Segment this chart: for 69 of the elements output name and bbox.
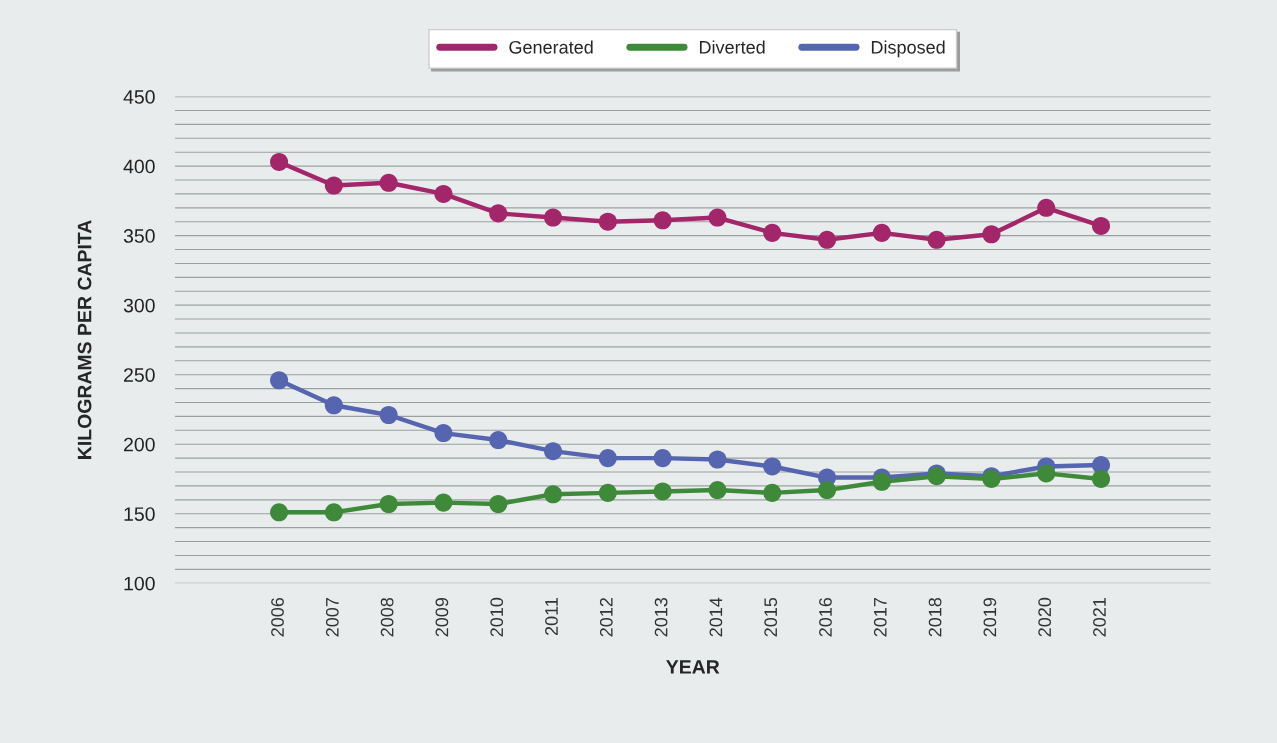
point xyxy=(544,485,563,504)
point xyxy=(598,449,617,468)
point xyxy=(1037,464,1056,483)
x-tick-label: 2013 xyxy=(654,597,668,637)
x-tick-label: 2019 xyxy=(983,598,997,637)
point xyxy=(379,405,398,425)
y-tick-label: 150 xyxy=(124,507,155,521)
point xyxy=(270,503,289,522)
point xyxy=(708,208,727,227)
point xyxy=(708,481,727,500)
y-tick-label: 450 xyxy=(123,90,155,104)
point xyxy=(1091,216,1111,235)
point xyxy=(872,223,891,242)
x-axis-title: YEAR xyxy=(666,660,720,674)
point xyxy=(270,371,289,390)
y-tick-label: 400 xyxy=(123,159,155,174)
y-tick-label: 100 xyxy=(124,576,155,591)
point xyxy=(598,212,617,231)
legend-label: Generated xyxy=(509,40,593,54)
point xyxy=(1037,198,1056,217)
point xyxy=(872,472,891,491)
point xyxy=(489,431,508,450)
point xyxy=(434,184,453,203)
point xyxy=(653,482,672,501)
point xyxy=(379,494,398,514)
point xyxy=(324,396,343,415)
x-tick-label: 2007 xyxy=(325,598,339,637)
x-tick-label: 2011 xyxy=(545,598,558,636)
x-tick-label: 2020 xyxy=(1038,597,1052,637)
point xyxy=(818,230,837,249)
x-tick-label: 2017 xyxy=(873,598,887,637)
point xyxy=(763,457,782,476)
point xyxy=(763,483,782,502)
x-tick-label: 2021 xyxy=(1093,598,1106,637)
y-tick-label: 350 xyxy=(123,229,155,243)
legend-label: Disposed xyxy=(871,40,945,58)
x-tick-label: 2014 xyxy=(709,597,723,637)
point xyxy=(544,208,563,227)
x-tick-label: 2010 xyxy=(490,597,504,637)
point xyxy=(598,483,617,502)
y-tick-label: 250 xyxy=(124,368,155,382)
point xyxy=(324,503,343,522)
point xyxy=(434,493,453,512)
y-tick-label: 300 xyxy=(123,298,155,313)
x-tick-label: 2018 xyxy=(928,597,942,637)
point xyxy=(544,442,563,461)
y-tick-label: 200 xyxy=(124,437,155,452)
point xyxy=(927,230,946,249)
point xyxy=(708,450,727,469)
legend-label: Diverted xyxy=(699,40,765,54)
point xyxy=(818,481,837,500)
point xyxy=(1091,469,1111,488)
point xyxy=(434,424,453,443)
point xyxy=(324,176,343,195)
point xyxy=(982,225,1001,244)
x-tick-label: 2015 xyxy=(764,597,778,637)
x-tick-label: 2006 xyxy=(271,597,284,637)
x-tick-label: 2012 xyxy=(599,598,613,637)
point xyxy=(379,173,398,192)
y-axis-title: KILOGRAMS PER CAPITA xyxy=(77,220,92,459)
point xyxy=(489,204,508,223)
point xyxy=(489,494,508,514)
point xyxy=(270,152,289,171)
point xyxy=(763,223,782,242)
x-tick-label: 2008 xyxy=(380,597,394,637)
point xyxy=(653,211,672,230)
x-tick-label: 2016 xyxy=(819,597,832,637)
point xyxy=(653,449,672,468)
x-tick-label: 2009 xyxy=(435,598,449,637)
